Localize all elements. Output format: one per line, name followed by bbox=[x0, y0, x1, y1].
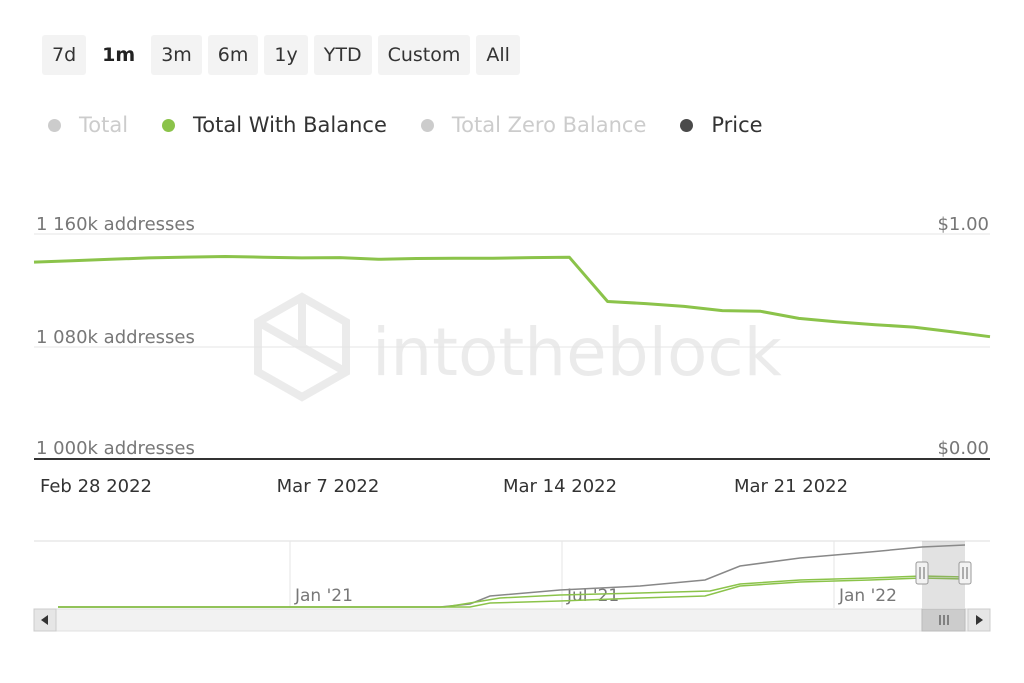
scroll-right-icon bbox=[976, 615, 983, 625]
legend-label: Total With Balance bbox=[193, 113, 387, 137]
legend: Total Total With Balance Total Zero Balanc… bbox=[48, 113, 797, 137]
y-tick-left-2: 1 000k addresses bbox=[36, 438, 195, 459]
navigator: Jan '21 Jul '21 Jan '22 bbox=[33, 540, 991, 632]
legend-marker-icon bbox=[420, 118, 434, 132]
legend-marker-icon bbox=[48, 118, 61, 132]
y-tick-left-0: 1 160k addresses bbox=[36, 214, 195, 235]
y-tick-right-1: $0.00 bbox=[937, 438, 989, 459]
x-tick-3: Mar 21 2022 bbox=[734, 476, 848, 497]
intotheblock-logo-icon bbox=[254, 292, 350, 402]
range-button-1m[interactable]: 1m bbox=[92, 35, 146, 75]
scrollbar-right-arrow-button[interactable] bbox=[967, 608, 991, 632]
scroll-left-icon bbox=[41, 615, 48, 625]
scrollbar-track[interactable] bbox=[33, 608, 991, 632]
watermark: intotheblock bbox=[254, 292, 783, 402]
y-tick-right-0: $1.00 bbox=[937, 214, 989, 235]
range-button-1y[interactable]: 1y bbox=[264, 35, 308, 75]
navigator-tick-0: Jan '21 bbox=[294, 586, 353, 606]
range-button-6m[interactable]: 6m bbox=[207, 35, 259, 75]
range-button-custom[interactable]: Custom bbox=[377, 35, 471, 75]
legend-item-total-with-balance[interactable]: Total With Balance bbox=[162, 113, 387, 137]
watermark-text: intotheblock bbox=[372, 314, 783, 391]
navigator-tick-2: Jan '22 bbox=[838, 586, 897, 606]
legend-item-total-zero-balance[interactable]: Total Zero Balance bbox=[420, 113, 647, 137]
navigator-scrollbar[interactable] bbox=[33, 608, 991, 632]
x-tick-0: Feb 28 2022 bbox=[40, 476, 152, 497]
legend-item-price[interactable]: Price bbox=[680, 113, 763, 137]
navigator-tick-1: Jul '21 bbox=[566, 586, 619, 606]
navigator-handle-left[interactable] bbox=[915, 561, 929, 585]
x-tick-1: Mar 7 2022 bbox=[277, 476, 380, 497]
range-button-3m[interactable]: 3m bbox=[151, 35, 202, 75]
legend-label: Price bbox=[711, 113, 763, 137]
navigator-line-total bbox=[58, 544, 966, 608]
navigator-selection[interactable] bbox=[922, 541, 965, 608]
legend-label: Total Zero Balance bbox=[451, 113, 647, 137]
navigator-handle-right[interactable] bbox=[958, 561, 972, 585]
range-button-all[interactable]: All bbox=[476, 35, 520, 75]
legend-item-total[interactable]: Total bbox=[48, 113, 128, 137]
scrollbar-thumb[interactable] bbox=[921, 608, 966, 632]
series-line-total-with-balance bbox=[33, 255, 991, 339]
scrollbar-left-arrow-button[interactable] bbox=[33, 608, 57, 632]
y-tick-left-1: 1 080k addresses bbox=[36, 327, 195, 348]
navigator-line-zero-balance bbox=[58, 575, 966, 608]
legend-marker-icon bbox=[680, 118, 694, 132]
range-button-ytd[interactable]: YTD bbox=[313, 35, 372, 75]
navigator-line-with-balance bbox=[58, 577, 966, 608]
x-tick-2: Mar 14 2022 bbox=[503, 476, 617, 497]
range-selector: 7d 1m 3m 6m 1y YTD Custom All bbox=[42, 35, 520, 75]
legend-marker-icon bbox=[162, 118, 176, 132]
legend-label: Total bbox=[79, 113, 129, 137]
range-button-7d[interactable]: 7d bbox=[42, 35, 87, 75]
